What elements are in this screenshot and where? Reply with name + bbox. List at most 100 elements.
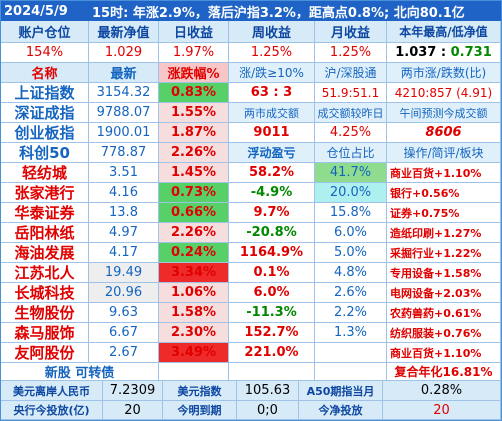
stock-position	[315, 343, 387, 363]
table-row: 轻纺城 3.51 1.45% 58.2% 41.7% 商业百货+1.10%	[1, 163, 501, 183]
table-row: 森马服饰 6.67 2.30% 152.7% 1.3% 纺织服装+0.76%	[1, 323, 501, 343]
index-row-cyb: 创业板指 1900.01 1.87% 9011 4.25% 8606	[1, 123, 501, 143]
stock-change: 2.26%	[159, 223, 229, 243]
stock-position: 2.2%	[315, 303, 387, 323]
stock-name: 岳阳林纸	[1, 223, 89, 243]
table-row: 江苏北人 19.49 3.34% 0.1% 4.8% 专用设备+1.58%	[1, 263, 501, 283]
footer-pboc-row: 央行今投放(亿) 20 今明到期 0;0 今净投放 20	[1, 401, 501, 420]
title-bar: 2024/5/9 15时: 年涨2.9%，落后沪指3.2%，距高点0.8%; 北…	[1, 1, 501, 21]
table-row: 友阿股份 2.67 3.49% 221.0% 商业百货+1.10%	[1, 343, 501, 363]
stock-price: 3.51	[89, 163, 159, 183]
newstock-label: 新股 可转债	[1, 363, 159, 381]
maturity-label: 今明到期	[163, 401, 237, 420]
col-pnl: 浮动盈亏	[229, 143, 315, 163]
stock-change: 0.24%	[159, 243, 229, 263]
label-monthly: 月收益	[315, 21, 387, 43]
stock-name: 张家港行	[1, 183, 89, 203]
index-price: 778.87	[89, 143, 159, 163]
stock-change: 1.06%	[159, 283, 229, 303]
stock-pnl: -11.3%	[229, 303, 315, 323]
stock-price: 4.16	[89, 183, 159, 203]
index-change: 1.55%	[159, 103, 229, 123]
stock-position: 41.7%	[315, 163, 387, 183]
stock-change: 0.66%	[159, 203, 229, 223]
value-daily: 1.97%	[159, 43, 229, 63]
turnover-value: 9011	[229, 123, 315, 143]
maturity-value: 0;0	[237, 401, 299, 420]
empty-cell	[315, 363, 387, 381]
stock-change: 1.45%	[159, 163, 229, 183]
label-yearhigh: 本年最高/低净值	[387, 21, 501, 43]
stock-position: 1.3%	[315, 323, 387, 343]
index-row-kc50: 科创50 778.87 2.26% 浮动盈亏 仓位占比 操作/简评/板块	[1, 143, 501, 163]
a50-label: A50期指当月	[299, 381, 383, 401]
stock-name: 森马服饰	[1, 323, 89, 343]
account-header-row: 账户仓位 最新净值 日收益 周收益 月收益 本年最高/低净值	[1, 21, 501, 43]
dxy-value: 105.63	[237, 381, 299, 401]
stock-pnl: 58.2%	[229, 163, 315, 183]
stock-note: 造纸印刷+1.27%	[387, 223, 501, 243]
stock-change: 3.49%	[159, 343, 229, 363]
col-change: 涨跌幅%	[159, 63, 229, 83]
stock-note: 商业百货+1.10%	[387, 343, 501, 363]
stock-price: 2.67	[89, 343, 159, 363]
stock-note: 证券+0.75%	[387, 203, 501, 223]
index-name: 创业板指	[1, 123, 89, 143]
dxy-label: 美元指数	[163, 381, 237, 401]
index-row-sh: 上证指数 3154.32 0.83% 63 : 3 51.9:51.1 4210…	[1, 83, 501, 103]
stock-name: 华泰证券	[1, 203, 89, 223]
stock-pnl: 221.0%	[229, 343, 315, 363]
stock-pnl: 1164.9%	[229, 243, 315, 263]
col-position: 仓位占比	[315, 143, 387, 163]
label-nav: 最新净值	[89, 21, 159, 43]
stock-price: 4.97	[89, 223, 159, 243]
value-nav: 1.029	[89, 43, 159, 63]
index-price: 9788.07	[89, 103, 159, 123]
stock-pnl: 6.0%	[229, 283, 315, 303]
stock-price: 19.49	[89, 263, 159, 283]
limit-ratio: 63 : 3	[229, 83, 315, 103]
stock-note: 银行+0.56%	[387, 183, 501, 203]
index-price: 3154.32	[89, 83, 159, 103]
index-name: 科创50	[1, 143, 89, 163]
turnover-change: 4.25%	[315, 123, 387, 143]
turnover-forecast: 8606	[387, 123, 501, 143]
table-row: 长城科技 20.96 1.06% 6.0% 2.6% 电网设备+2.03%	[1, 283, 501, 303]
table-row: 华泰证券 13.8 0.66% 9.7% 15.8% 证券+0.75%	[1, 203, 501, 223]
fx-label: 美元离岸人民币	[1, 381, 103, 401]
label-position: 账户仓位	[1, 21, 89, 43]
stock-pnl: -20.8%	[229, 223, 315, 243]
stock-name: 轻纺城	[1, 163, 89, 183]
stock-position: 5.0%	[315, 243, 387, 263]
col-breadth: 两市涨/跌数(比)	[387, 63, 501, 83]
stock-position: 4.8%	[315, 263, 387, 283]
stock-name: 长城科技	[1, 283, 89, 303]
stock-position: 15.8%	[315, 203, 387, 223]
stock-price: 4.17	[89, 243, 159, 263]
stock-pnl: 9.7%	[229, 203, 315, 223]
index-change: 2.26%	[159, 143, 229, 163]
separator: :	[436, 45, 451, 60]
stock-price: 13.8	[89, 203, 159, 223]
date-label: 2024/5/9	[4, 3, 68, 19]
empty-cell	[229, 363, 315, 381]
index-change: 0.83%	[159, 83, 229, 103]
newstock-note: 复合年化16.81%	[387, 363, 501, 381]
stock-change: 1.58%	[159, 303, 229, 323]
index-name: 深证成指	[1, 103, 89, 123]
turnover-label: 两市成交额	[229, 103, 315, 123]
stock-change: 3.34%	[159, 263, 229, 283]
breadth-ratio: 4210:857 (4.91)	[387, 83, 501, 103]
newstock-row: 新股 可转债 复合年化16.81%	[1, 363, 501, 381]
col-connect: 沪/深股通	[315, 63, 387, 83]
value-position: 154%	[1, 43, 89, 63]
fx-value: 7.2309	[103, 381, 163, 401]
label-weekly: 周收益	[229, 21, 315, 43]
empty-cell	[159, 363, 229, 381]
col-notes: 操作/简评/板块	[387, 143, 501, 163]
connect-ratio: 51.9:51.1	[315, 83, 387, 103]
net-value: 20	[383, 401, 501, 420]
stock-note: 专用设备+1.58%	[387, 263, 501, 283]
year-high: 1.037	[395, 45, 437, 60]
